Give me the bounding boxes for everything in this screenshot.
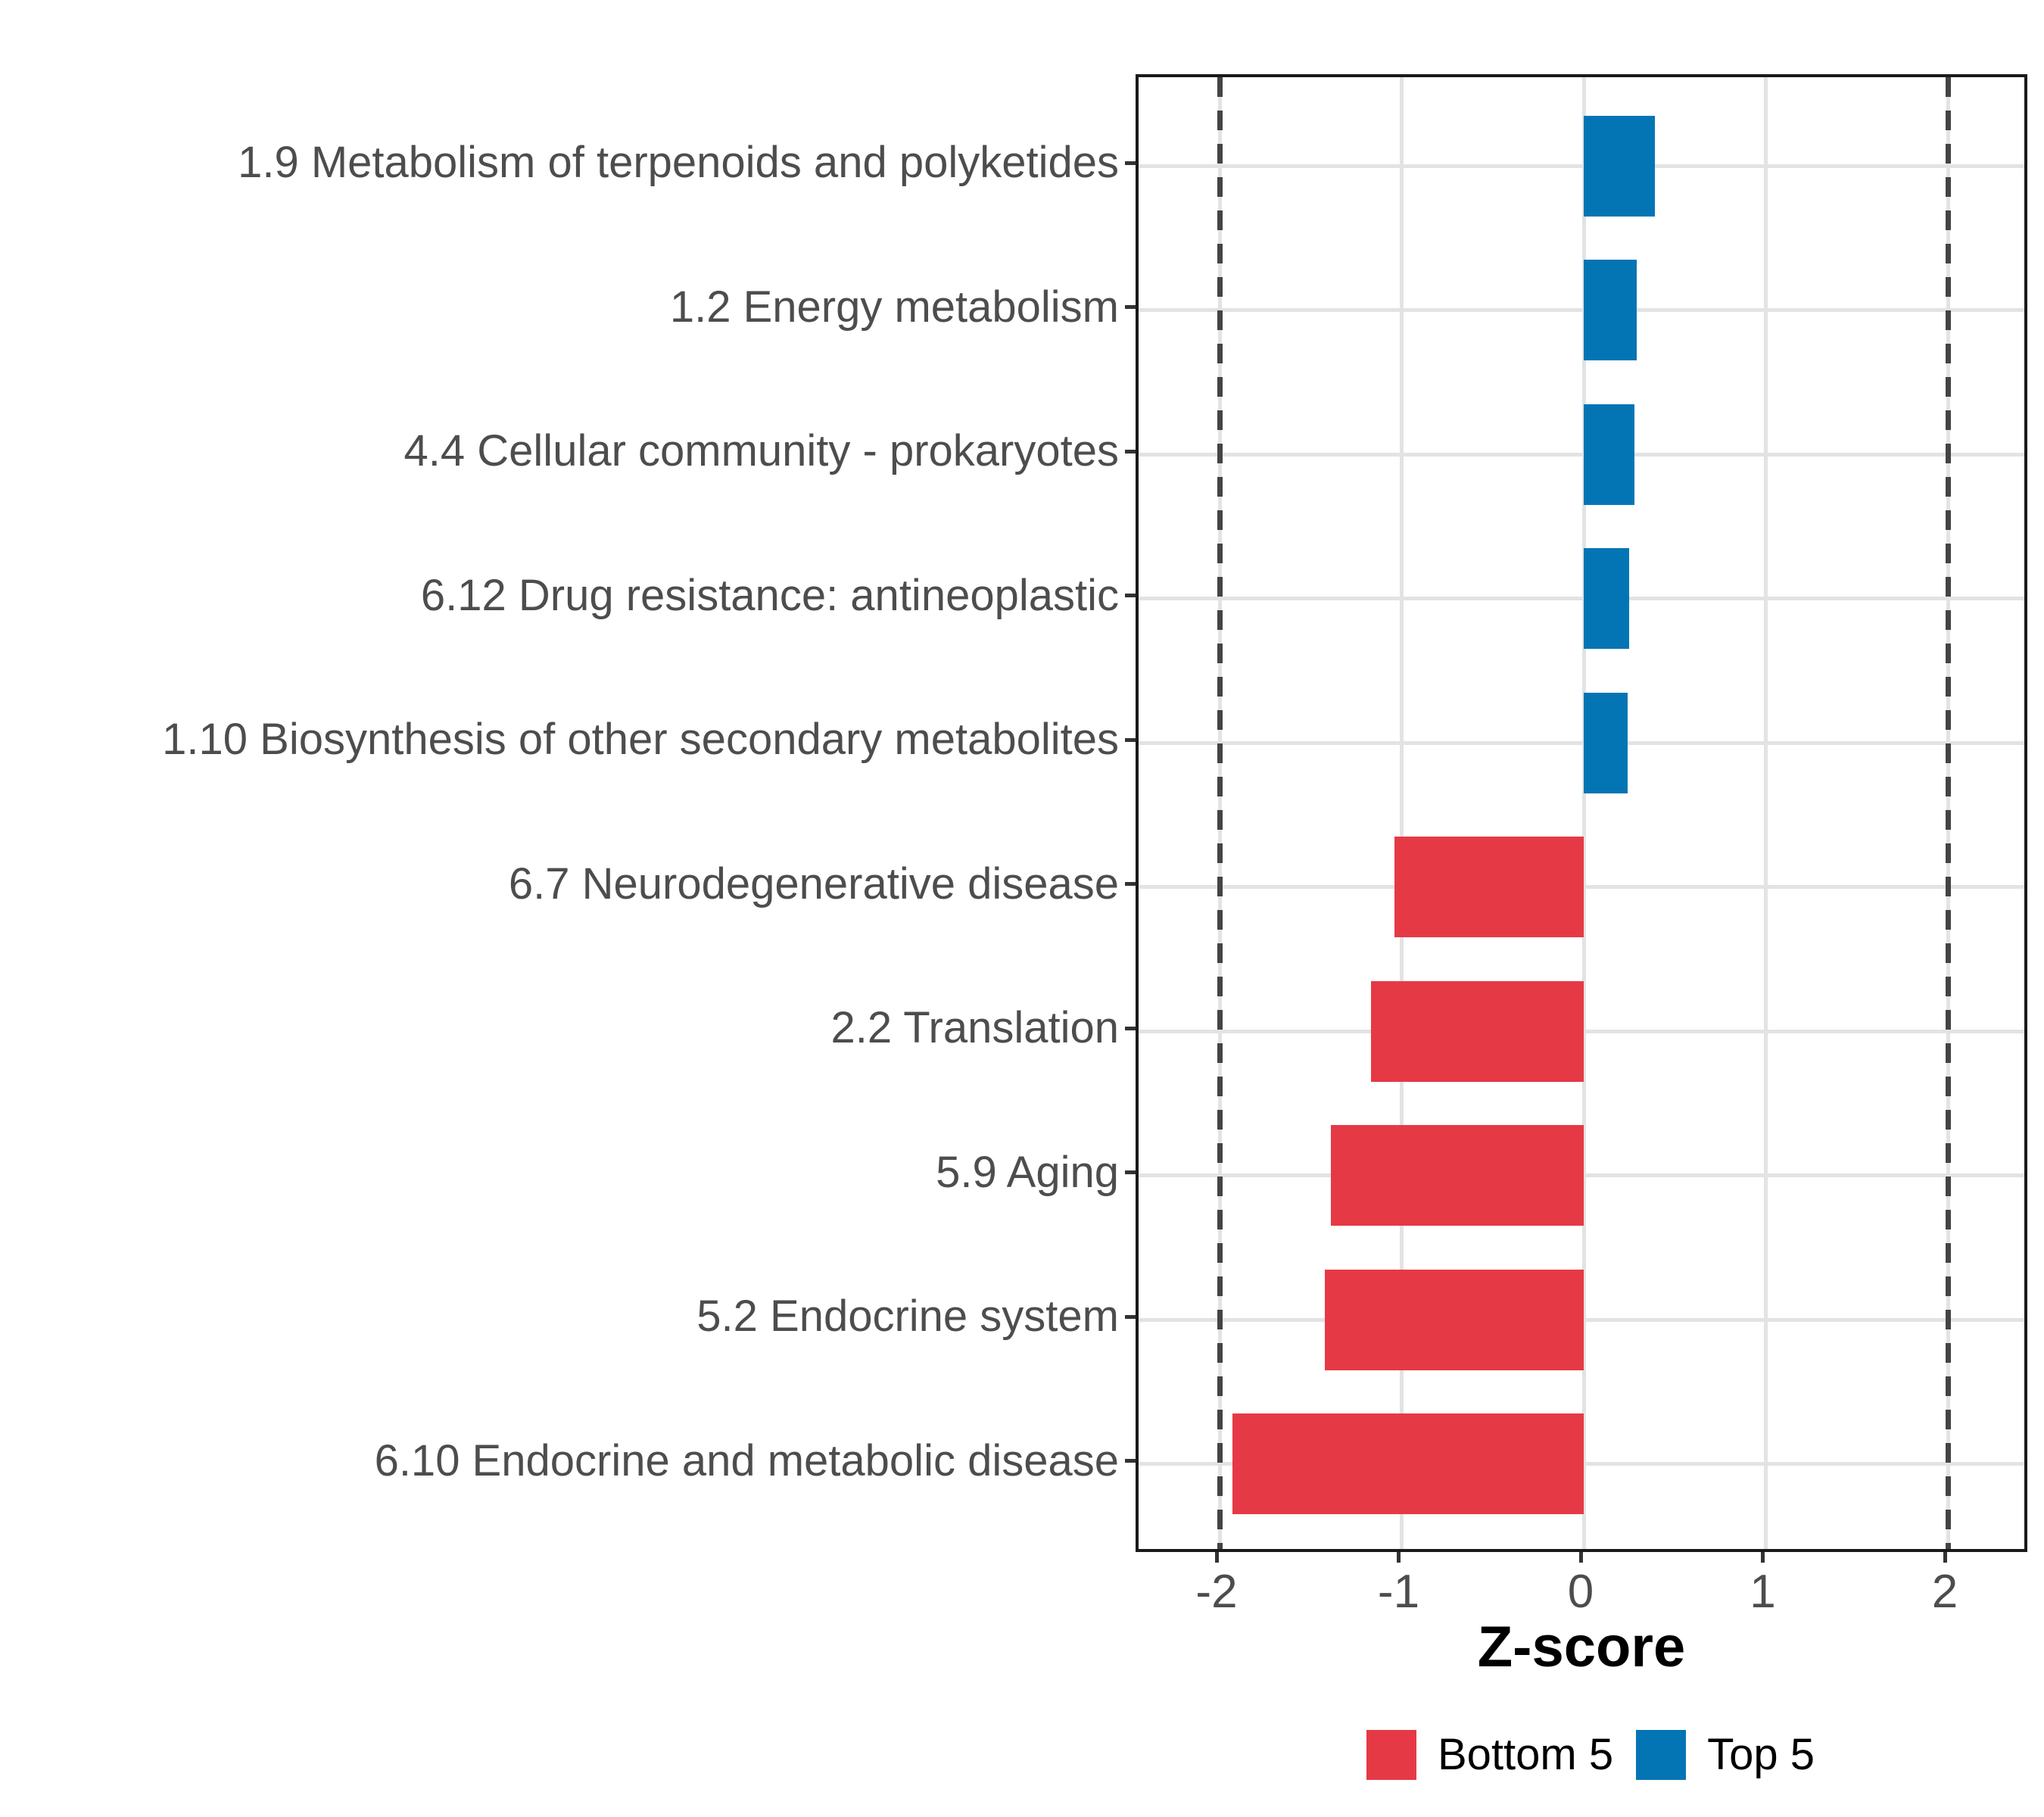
x-axis-title: Z-score (1477, 1615, 1686, 1679)
y-tick-mark (1125, 305, 1136, 310)
y-gridline (1139, 452, 2024, 457)
legend-key-bottom-5 (1366, 1730, 1416, 1780)
bar (1584, 115, 1655, 217)
x-tick-label: 0 (1567, 1566, 1594, 1618)
bar (1584, 260, 1637, 361)
legend-key-top-5 (1636, 1730, 1687, 1780)
plot-panel (1136, 74, 2027, 1552)
y-tick-mark (1125, 1314, 1136, 1319)
x-tick-mark (1214, 1552, 1219, 1563)
y-axis-label: 6.10 Endocrine and metabolic disease (374, 1435, 1119, 1485)
y-gridline (1139, 308, 2024, 313)
y-axis-label: 2.2 Translation (830, 1003, 1119, 1053)
x-tick-label: 2 (1931, 1566, 1958, 1618)
bar (1394, 837, 1584, 938)
bar (1330, 1125, 1584, 1226)
x-tick-label: -1 (1377, 1566, 1420, 1618)
bar (1584, 548, 1630, 650)
legend: Bottom 5 Top 5 (1366, 1728, 1815, 1781)
y-axis-label: 1.9 Metabolism of terpenoids and polyket… (238, 138, 1119, 187)
legend-label-top-5: Top 5 (1707, 1730, 1815, 1779)
x-gridline (1764, 77, 1768, 1549)
y-axis-label: 4.4 Cellular community - prokaryotes (404, 426, 1119, 476)
bar (1370, 980, 1584, 1082)
y-tick-mark (1125, 1026, 1136, 1030)
y-tick-mark (1125, 1459, 1136, 1463)
bar (1584, 404, 1635, 505)
bar (1232, 1413, 1584, 1515)
y-axis-label: 6.7 Neurodegenerative disease (508, 859, 1119, 908)
x-gridline (1400, 77, 1404, 1549)
x-gridline (1581, 77, 1586, 1549)
y-axis-label: 5.9 Aging (936, 1147, 1119, 1197)
legend-label-bottom-5: Bottom 5 (1438, 1730, 1614, 1779)
x-tick-mark (1578, 1552, 1583, 1563)
reference-line-dashed (1217, 77, 1223, 1549)
y-tick-mark (1125, 449, 1136, 453)
y-tick-mark (1125, 882, 1136, 887)
x-tick-mark (1943, 1552, 1947, 1563)
y-axis-label: 5.2 Endocrine system (696, 1292, 1119, 1342)
x-tick-mark (1761, 1552, 1765, 1563)
y-gridline (1139, 740, 2024, 745)
y-tick-mark (1125, 737, 1136, 742)
y-tick-mark (1125, 1170, 1136, 1175)
bar (1325, 1269, 1584, 1370)
y-tick-mark (1125, 594, 1136, 598)
y-axis-label: 6.12 Drug resistance: antineoplastic (420, 570, 1119, 620)
y-gridline (1139, 164, 2024, 168)
reference-line-dashed (1945, 77, 1951, 1549)
y-axis-label: 1.10 Biosynthesis of other secondary met… (162, 715, 1119, 765)
y-tick-mark (1125, 161, 1136, 165)
x-tick-mark (1397, 1552, 1401, 1563)
y-axis-label: 1.2 Energy metabolism (669, 282, 1119, 332)
x-tick-label: 1 (1750, 1566, 1776, 1618)
x-tick-label: -2 (1195, 1566, 1238, 1618)
y-gridline (1139, 597, 2024, 601)
bar (1584, 692, 1628, 793)
